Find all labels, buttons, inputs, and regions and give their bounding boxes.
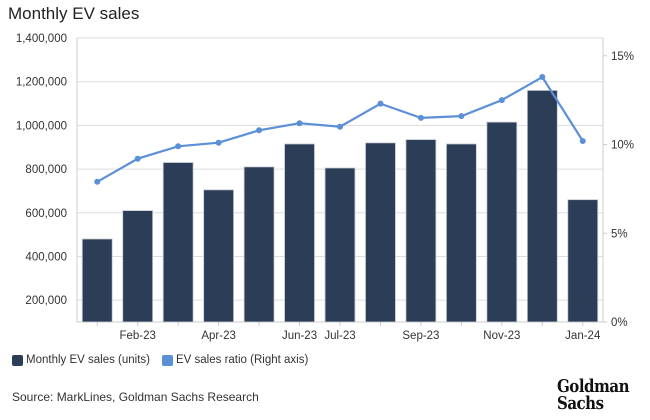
x-tick-label: Jun-23	[282, 330, 317, 342]
x-tick-label: Apr-23	[201, 330, 236, 342]
x-tick-label: Nov-23	[483, 330, 520, 342]
left-tick-label: 600,000	[25, 208, 67, 220]
chart-svg: 200,000 400,000 600,000 800,000 1,000,000 1,2…	[16, 33, 634, 342]
right-tick-label: 10%	[611, 140, 634, 152]
x-tick-label: Sep-23	[402, 330, 439, 342]
ratio-point	[417, 114, 424, 121]
ratio-point	[215, 139, 222, 146]
goldman-sachs-logo: Goldman Sachs	[557, 375, 630, 414]
ratio-point	[539, 74, 546, 81]
legend-swatch-ratio	[162, 354, 173, 366]
logo-line2: Sachs	[557, 392, 604, 414]
x-tick-label: Jul-23	[324, 330, 355, 342]
left-tick-label: 1,400,000	[16, 33, 67, 45]
left-tick-label: 1,000,000	[16, 120, 67, 132]
bar	[284, 143, 315, 323]
right-tick-label: 0%	[611, 317, 628, 329]
ratio-point	[175, 143, 182, 150]
ratio-point	[377, 100, 384, 107]
legend-item-ratio: EV sales ratio (Right axis)	[162, 354, 308, 366]
ratio-point	[134, 155, 141, 162]
ratio-point	[458, 113, 465, 120]
bar	[526, 90, 558, 323]
bar	[243, 166, 275, 323]
ratio-point	[94, 178, 101, 185]
right-tick-label: 15%	[611, 51, 634, 63]
bar	[567, 199, 599, 323]
x-tick-label: Feb-23	[119, 330, 155, 342]
right-tick-label: 5%	[611, 228, 628, 240]
bar	[365, 142, 396, 323]
bar	[324, 167, 356, 323]
bar	[203, 189, 234, 323]
chart-title: Monthly EV sales	[8, 4, 140, 23]
ratio-point	[337, 123, 343, 130]
left-tick-label: 200,000	[25, 295, 67, 307]
legend: Monthly EV sales (units) EV sales ratio …	[12, 354, 308, 366]
x-tick-label: Jan-24	[565, 330, 601, 342]
legend-label-sales: Monthly EV sales (units)	[26, 354, 150, 366]
ratio-point	[498, 97, 505, 104]
bar	[81, 238, 113, 323]
legend-label-ratio: EV sales ratio (Right axis)	[176, 354, 309, 366]
legend-item-sales: Monthly EV sales (units)	[12, 354, 150, 366]
ratio-point	[296, 120, 303, 127]
ratio-point	[256, 127, 263, 134]
logo-line1: Goldman	[557, 375, 630, 397]
bar	[162, 162, 194, 323]
bar	[486, 121, 518, 323]
ratio-point	[579, 137, 586, 144]
bar	[122, 210, 154, 323]
bar	[405, 139, 437, 323]
legend-swatch-sales	[12, 354, 23, 366]
source-note: Source: MarkLines, Goldman Sachs Researc…	[12, 390, 259, 404]
left-tick-label: 1,200,000	[16, 77, 67, 89]
bar	[446, 143, 477, 323]
left-tick-label: 400,000	[25, 251, 67, 263]
left-tick-label: 800,000	[25, 164, 67, 176]
